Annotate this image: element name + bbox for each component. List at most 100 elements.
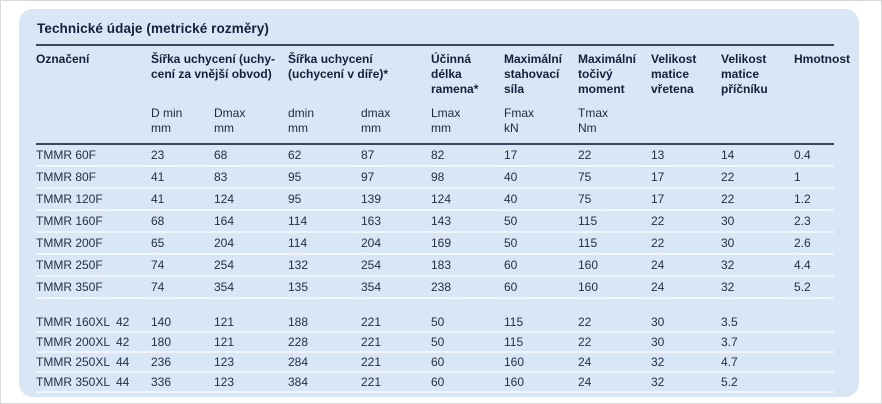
value-cell: 204 [214, 236, 235, 250]
col-header-effective-arm-length: Účinná délka ramena* [431, 52, 479, 96]
value-cell: 95 [288, 170, 302, 184]
value-cell: 160 [578, 258, 599, 272]
value-cell: 123 [214, 375, 235, 389]
value-cell: 3.5 [721, 315, 738, 329]
value-cell: 30 [651, 315, 665, 329]
row-designation: TMMR 60F [36, 148, 96, 162]
value-cell: 5.2 [721, 375, 738, 389]
value-cell: 115 [504, 335, 524, 349]
value-cell: 221 [361, 375, 382, 389]
value-cell: 41 [151, 170, 165, 184]
col-header-designation: Označení [36, 52, 90, 66]
row-designation: TMMR 160XL [36, 315, 111, 329]
value-cell: 180 [151, 335, 172, 349]
value-cell: 22 [651, 236, 665, 250]
value-cell: 74 [151, 280, 165, 294]
value-cell: 139 [361, 192, 382, 206]
value-cell: 30 [721, 236, 735, 250]
value-cell: 1.2 [794, 192, 811, 206]
value-cell: 65 [151, 236, 165, 250]
value-cell: 135 [288, 280, 309, 294]
value-cell: 87 [361, 148, 375, 162]
value-cell: 17 [651, 170, 665, 184]
row-designation: TMMR 250XL [36, 355, 111, 369]
row-designation: TMMR 350F [36, 280, 103, 294]
value-cell: 82 [431, 148, 445, 162]
value-cell: 40 [504, 170, 518, 184]
col-header-spindle-nut-size: Velikost matice vřetena [651, 52, 697, 96]
value-cell: 163 [361, 214, 382, 228]
value-cell: 30 [721, 214, 735, 228]
value-cell: 160 [504, 375, 525, 389]
value-cell: 354 [214, 280, 235, 294]
value-cell: 32 [721, 258, 735, 272]
row-designation: TMMR 350XL [36, 375, 111, 389]
row-designation: TMMR 200XL [36, 335, 111, 349]
subheader-dmax-outer: Dmax mm [214, 106, 246, 135]
table-row: TMMR 200XL 42 180 121 228 221 50 115 22 30 3.7 [36, 333, 834, 353]
value-cell: 336 [151, 375, 172, 389]
value-cell: 114 [288, 236, 308, 250]
row-designation: TMMR 120F [36, 192, 103, 206]
table-row: TMMR 80F 41 83 95 97 98 40 75 17 22 1 [36, 167, 834, 189]
value-cell: 75 [578, 192, 592, 206]
value-cell: 97 [361, 170, 375, 184]
title-rule [36, 44, 834, 46]
value-cell: 83 [214, 170, 228, 184]
table-row: TMMR 120F 41 124 95 139 124 40 75 17 22 1.2 [36, 189, 834, 211]
value-cell: 41 [151, 192, 165, 206]
subheader-dmin-hole: dmin mm [288, 106, 315, 135]
table-row: TMMR 60F 23 68 62 87 82 17 22 13 14 0.4 [36, 145, 834, 167]
table-title: Technické údaje (metrické rozměry) [37, 21, 269, 36]
row-extra-value: 42 [116, 315, 130, 329]
value-cell: 140 [151, 315, 172, 329]
subheader-dmin-outer: D min mm [151, 106, 183, 135]
value-cell: 115 [504, 315, 524, 329]
col-header-grip-width-hole: Šířka uchycení (uchycení v díře)* [288, 52, 389, 81]
series-gap [36, 299, 834, 313]
value-cell: 123 [214, 355, 235, 369]
row-extra-value: 44 [116, 355, 130, 369]
value-cell: 22 [721, 192, 735, 206]
value-cell: 60 [504, 258, 518, 272]
value-cell: 2.3 [794, 214, 811, 228]
value-cell: 221 [361, 315, 382, 329]
value-cell: 22 [578, 315, 592, 329]
value-cell: 169 [431, 236, 452, 250]
value-cell: 2.6 [794, 236, 811, 250]
value-cell: 17 [651, 192, 665, 206]
value-cell: 30 [651, 335, 665, 349]
table-row: TMMR 200F 65 204 114 204 169 50 115 22 30 2.6 [36, 233, 834, 255]
table-row: TMMR 250F 74 254 132 254 183 60 160 24 32 4.4 [36, 255, 834, 277]
subheader-row: D min mm Dmax mm dmin mm dmax mm Lmax mm… [36, 102, 834, 143]
value-cell: 284 [288, 355, 309, 369]
value-cell: 115 [578, 236, 598, 250]
value-cell: 24 [651, 280, 665, 294]
value-cell: 4.7 [721, 355, 738, 369]
row-extra-value: 42 [116, 335, 130, 349]
value-cell: 17 [504, 148, 518, 162]
value-cell: 121 [214, 315, 235, 329]
value-cell: 68 [151, 214, 165, 228]
col-header-max-pulling-force: Maximální stahovací síla [504, 52, 563, 96]
value-cell: 114 [288, 214, 308, 228]
value-cell: 50 [431, 315, 445, 329]
value-cell: 204 [361, 236, 382, 250]
value-cell: 354 [361, 280, 382, 294]
value-cell: 14 [721, 148, 735, 162]
value-cell: 124 [431, 192, 452, 206]
table-body: TMMR 60F 23 68 62 87 82 17 22 13 14 0.4 TMMR 80F 41 8… [36, 145, 834, 393]
subheader-fmax: Fmax kN [504, 106, 534, 135]
value-cell: 254 [214, 258, 235, 272]
value-cell: 5.2 [794, 280, 811, 294]
value-cell: 68 [214, 148, 228, 162]
value-cell: 23 [151, 148, 165, 162]
value-cell: 22 [578, 148, 592, 162]
value-cell: 124 [214, 192, 235, 206]
header-rule [36, 143, 834, 145]
value-cell: 221 [361, 335, 382, 349]
subheader-dmax-hole: dmax mm [361, 106, 391, 135]
value-cell: 74 [151, 258, 165, 272]
value-cell: 50 [504, 236, 518, 250]
